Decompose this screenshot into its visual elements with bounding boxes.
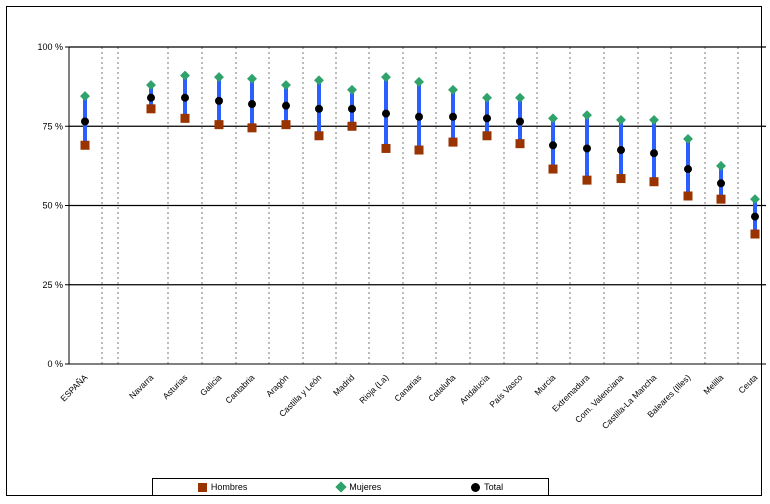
point-total [717,179,725,188]
y-tick-label: 50 % [42,201,63,211]
point-mujeres [347,84,357,95]
point-hombres [750,229,760,239]
point-mujeres [281,80,291,90]
point-mujeres [247,73,257,84]
point-total [348,104,356,113]
x-tick-label: Madrid [331,372,357,398]
legend-label-mujeres: Mujeres [349,482,382,492]
point-hombres [515,139,525,149]
point-total [181,93,189,102]
point-total [282,101,290,110]
point-hombres [314,131,324,141]
point-mujeres [80,91,90,102]
point-mujeres [414,76,424,87]
point-hombres [683,191,693,201]
legend-label-hombres: Hombres [210,482,248,492]
point-mujeres [146,80,156,90]
point-hombres [414,145,424,155]
point-hombres [548,164,558,174]
x-tick-label: Cataluña [426,372,457,403]
data-points [80,70,760,239]
point-mujeres [515,92,525,103]
point-total [215,96,223,105]
x-axis-ticks: ESPAÑA Navarra Asturias Galicia Cantabria Ara… [58,372,759,431]
point-mujeres [482,92,492,103]
point-mujeres [180,70,190,81]
point-hombres [347,121,357,131]
y-tick-label: 25 % [42,280,63,290]
grid-layer [65,46,766,365]
x-tick-label: Navarra [127,372,156,401]
y-tick-label: 75 % [42,121,63,131]
point-total [549,141,557,150]
point-mujeres [448,84,458,95]
x-tick-label: Rioja (La) [357,372,390,405]
point-total [81,117,89,126]
point-mujeres [616,114,626,125]
x-tick-label: Murcia [532,372,557,397]
legend-marker-total [471,482,481,492]
legend-item-total: Total [471,482,503,492]
y-axis-ticks: 0 % 25 % 50 % 75 % 100 % [37,42,63,369]
legend-marker-mujeres [335,481,347,493]
point-mujeres [582,110,592,121]
point-total [617,146,625,155]
point-hombres [180,113,190,123]
point-mujeres [716,160,726,171]
point-hombres [247,123,257,133]
point-hombres [482,131,492,141]
x-tick-label: Cantabria [223,372,256,405]
point-mujeres [314,75,324,86]
point-total [751,212,759,221]
x-tick-label: Canarias [392,372,423,403]
x-tick-label: Aragón [264,372,291,399]
legend-marker-hombres [197,482,207,492]
point-mujeres [750,194,760,205]
x-tick-label: País Vasco [487,372,524,409]
point-total [382,109,390,118]
point-hombres [582,175,592,185]
point-hombres [281,120,291,130]
legend-label-total: Total [484,482,504,492]
y-tick-label: 0 % [47,359,63,369]
point-total [147,93,155,102]
point-mujeres [683,133,693,144]
point-total [248,100,256,109]
point-mujeres [381,72,391,83]
point-mujeres [649,114,659,125]
y-tick-label: 100 % [37,42,63,52]
x-tick-label: Andalucía [458,372,492,406]
x-tick-label: ESPAÑA [58,372,89,403]
x-tick-label: Melilla [701,372,725,396]
point-mujeres [214,72,224,83]
legend-item-hombres: Hombres [197,482,248,492]
point-hombres [716,194,726,204]
point-hombres [80,140,90,150]
point-total [684,165,692,174]
point-hombres [381,143,391,153]
x-tick-label: Asturias [161,372,190,401]
point-hombres [616,174,626,184]
point-total [583,144,591,153]
x-tick-label: Ceuta [736,372,759,395]
point-total [650,149,658,158]
point-mujeres [548,113,558,124]
point-total [483,114,491,123]
point-hombres [146,104,156,114]
point-total [415,112,423,121]
point-total [449,112,457,121]
point-hombres [448,137,458,147]
x-tick-label: Galicia [198,372,224,398]
point-hombres [649,177,659,187]
point-hombres [214,120,224,130]
point-total [315,104,323,113]
legend-item-mujeres: Mujeres [335,481,382,493]
chart-legend: Hombres Mujeres Total [152,478,549,496]
point-total [516,117,524,126]
